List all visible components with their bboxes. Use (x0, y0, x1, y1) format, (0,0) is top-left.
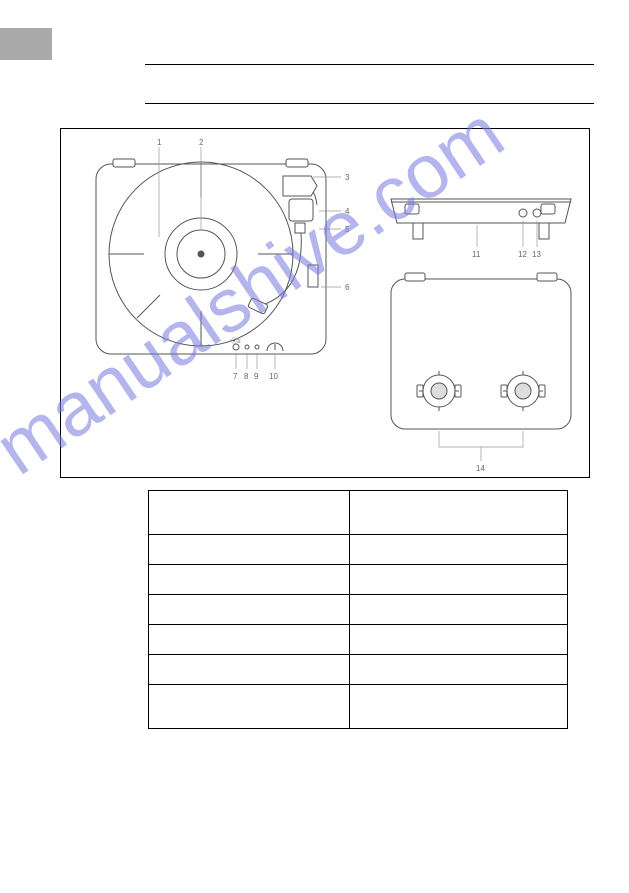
svg-text:⦿≡: ⦿≡ (231, 338, 241, 345)
callout-5: 5 (345, 225, 350, 234)
rule-top (145, 64, 594, 65)
callout-2: 2 (199, 138, 204, 147)
table-row (149, 685, 568, 729)
table-row (149, 625, 568, 655)
rule-second (145, 103, 594, 104)
callout-9: 9 (254, 372, 259, 381)
callout-4: 4 (345, 207, 350, 216)
callout-8: 8 (244, 372, 249, 381)
callout-10: 10 (269, 372, 278, 381)
table-row (149, 535, 568, 565)
table-row (149, 565, 568, 595)
callout-7: 7 (233, 372, 238, 381)
table-row (149, 655, 568, 685)
spec-table-body (149, 491, 568, 729)
table-row (149, 595, 568, 625)
callout-3: 3 (345, 173, 350, 182)
table-row (149, 491, 568, 535)
callout-14: 14 (476, 464, 485, 473)
callout-13: 13 (532, 250, 541, 259)
diagram-svg: ⦿≡ 1 2 3 4 5 6 7 8 9 10 (61, 129, 591, 479)
side-tab (0, 28, 52, 60)
spec-table (148, 490, 568, 729)
callout-6: 6 (345, 283, 350, 292)
diagram-container: ⦿≡ 1 2 3 4 5 6 7 8 9 10 (60, 128, 590, 478)
callout-12: 12 (518, 250, 527, 259)
callout-11: 11 (472, 250, 481, 259)
callout-1: 1 (157, 138, 162, 147)
